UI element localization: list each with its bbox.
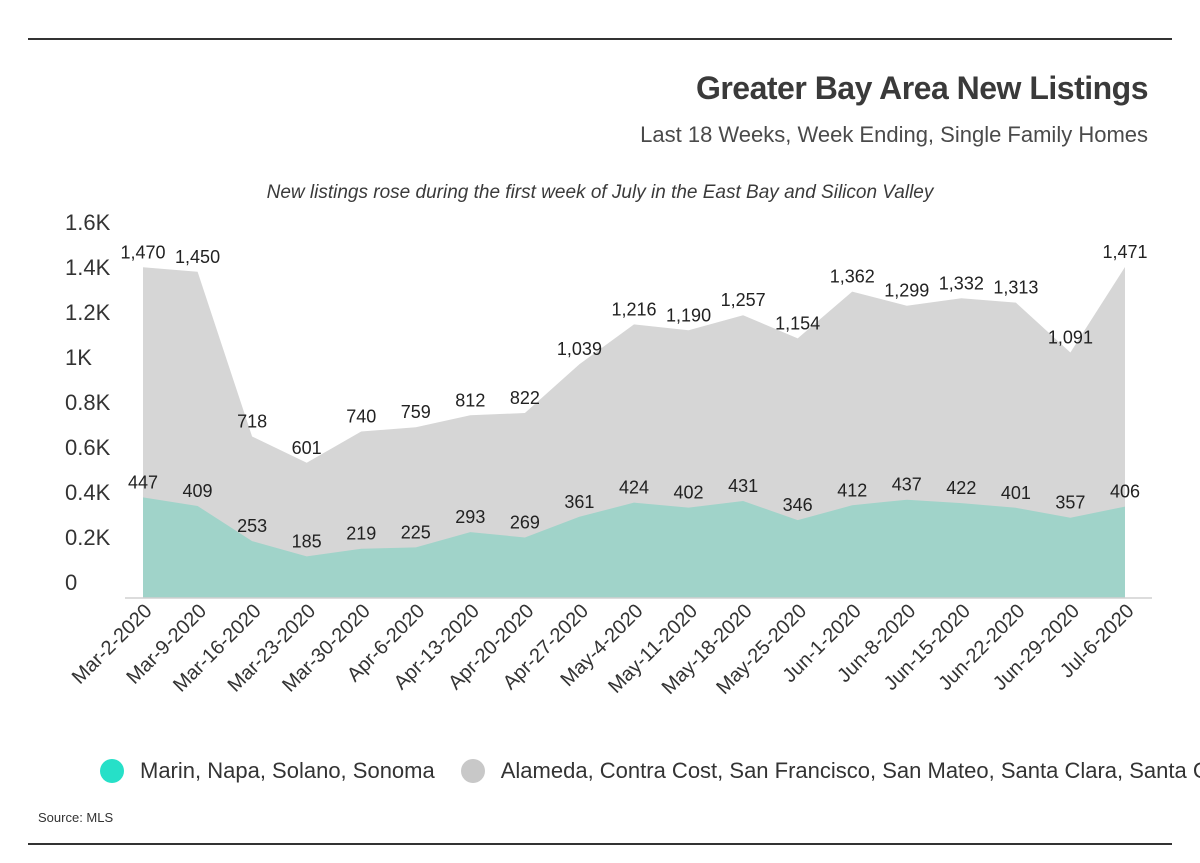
data-label-north-bay: 431: [728, 476, 758, 496]
data-label-north-bay: 412: [837, 480, 867, 500]
legend-item-north-bay: Marin, Napa, Solano, Sonoma: [100, 758, 435, 784]
data-label-north-bay: 225: [401, 522, 431, 542]
top-rule: [28, 38, 1172, 40]
legend-swatch-core-bay: [460, 759, 485, 783]
data-label-north-bay: 346: [783, 495, 813, 515]
data-label-core-bay: 822: [510, 388, 540, 408]
data-label-core-bay: 1,362: [830, 267, 875, 287]
y-tick-label: 1.2K: [65, 300, 111, 325]
data-label-core-bay: 601: [292, 438, 322, 458]
data-label-north-bay: 219: [346, 524, 376, 544]
y-tick-label: 0.4K: [65, 480, 111, 505]
source-note: Source: MLS: [38, 810, 114, 825]
data-label-core-bay: 812: [455, 390, 485, 410]
data-label-core-bay: 1,313: [993, 278, 1038, 298]
data-label-north-bay: 253: [237, 516, 267, 536]
y-tick-label: 0.2K: [65, 525, 111, 550]
data-label-core-bay: 1,216: [611, 299, 656, 319]
legend-swatch-north-bay: [100, 759, 124, 783]
data-label-core-bay: 1,039: [557, 339, 602, 359]
legend-item-core-bay: Alameda, Contra Cost, San Francisco, San…: [460, 758, 1200, 784]
data-label-core-bay: 1,257: [721, 290, 766, 310]
area-series-north-bay: [143, 497, 1125, 598]
data-label-north-bay: 401: [1001, 483, 1031, 503]
data-label-core-bay: 759: [401, 402, 431, 422]
chart-annotation: New listings rose during the first week …: [266, 182, 934, 203]
y-tick-label: 0: [65, 570, 77, 595]
data-label-north-bay: 406: [1110, 482, 1140, 502]
data-label-core-bay: 1,154: [775, 313, 820, 333]
data-label-north-bay: 409: [183, 481, 213, 501]
bottom-rule: [28, 843, 1172, 845]
data-label-north-bay: 361: [564, 492, 594, 512]
data-label-core-bay: 1,470: [120, 242, 165, 262]
data-label-core-bay: 1,091: [1048, 328, 1093, 348]
data-label-north-bay: 402: [674, 483, 704, 503]
data-label-core-bay: 1,471: [1102, 242, 1147, 262]
data-label-core-bay: 740: [346, 407, 376, 427]
data-label-north-bay: 357: [1055, 493, 1085, 513]
data-label-core-bay: 1,450: [175, 247, 220, 267]
data-label-core-bay: 1,332: [939, 273, 984, 293]
data-label-core-bay: 718: [237, 411, 267, 431]
legend: Marin, Napa, Solano, Sonoma Alameda, Con…: [100, 758, 1200, 784]
y-tick-label: 0.8K: [65, 390, 111, 415]
area-chart: 00.2K0.4K0.6K0.8K1K1.2K1.4K1.6KMar-2-202…: [65, 210, 1152, 699]
data-label-north-bay: 437: [892, 475, 922, 495]
legend-label-north-bay: Marin, Napa, Solano, Sonoma: [140, 758, 435, 783]
data-label-north-bay: 422: [946, 478, 976, 498]
data-label-north-bay: 269: [510, 512, 540, 532]
data-label-north-bay: 447: [128, 472, 158, 492]
y-tick-label: 1.4K: [65, 255, 111, 280]
y-tick-label: 0.6K: [65, 435, 111, 460]
y-tick-label: 1.6K: [65, 210, 111, 235]
chart-title: Greater Bay Area New Listings: [695, 70, 1149, 106]
chart-subtitle: Last 18 Weeks, Week Ending, Single Famil…: [640, 122, 1148, 147]
y-tick-label: 1K: [65, 345, 92, 370]
legend-label-core-bay: Alameda, Contra Cost, San Francisco, San…: [500, 758, 1200, 783]
data-label-core-bay: 1,299: [884, 281, 929, 301]
data-label-north-bay: 424: [619, 478, 649, 498]
data-label-north-bay: 293: [455, 507, 485, 527]
data-label-north-bay: 185: [292, 531, 322, 551]
data-label-core-bay: 1,190: [666, 305, 711, 325]
